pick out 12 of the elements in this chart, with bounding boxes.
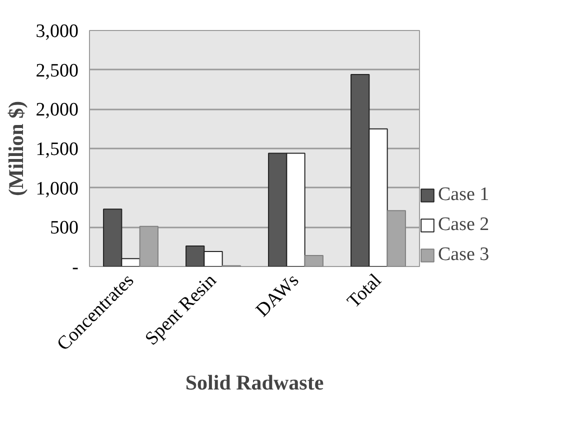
y-tick-label: 1,500	[36, 139, 78, 160]
legend-label: Case 2	[438, 214, 490, 236]
y-axis-title: (Million $)	[4, 100, 28, 196]
legend-label: Case 3	[438, 244, 490, 266]
y-tick-label: 1,000	[36, 178, 78, 200]
y-tick-label: 500	[50, 218, 78, 239]
y-tick-label: 2,000	[36, 100, 78, 121]
legend-label: Case 1	[438, 184, 490, 206]
x-axis-title: Solid Radwaste	[185, 370, 324, 394]
y-tick-label: 2,500	[36, 60, 78, 82]
y-tick-label: 3,000	[36, 21, 78, 42]
y-tick-label: -	[72, 257, 78, 278]
